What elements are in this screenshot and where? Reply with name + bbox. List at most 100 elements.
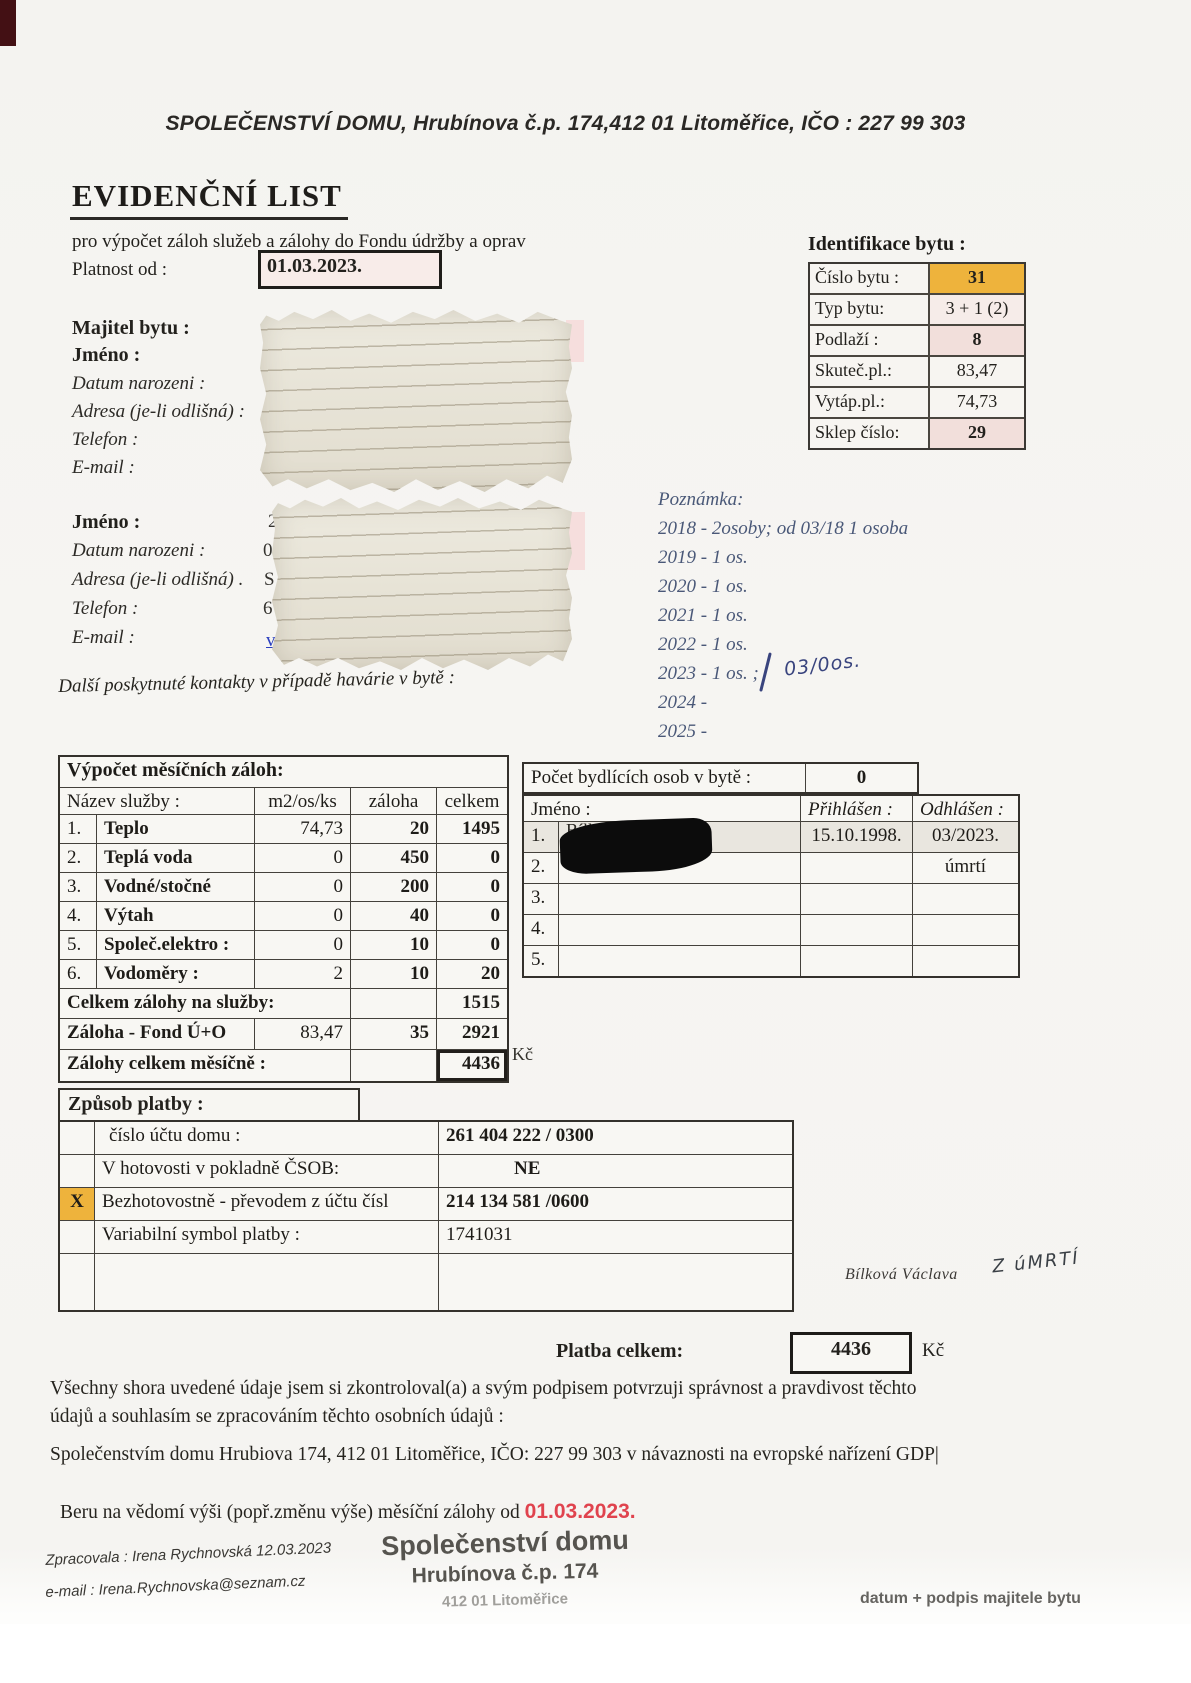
handwritten-note-2023: 03/0os. bbox=[782, 649, 863, 681]
owner2-birth-label: Datum narozeni : bbox=[72, 540, 206, 561]
monthly-total-row: Zálohy celkem měsíčně : 4436 bbox=[60, 1049, 507, 1081]
empty-cell bbox=[350, 1050, 436, 1081]
acknowledgement-line: Beru na vědomí výši (popř.změnu výše) mě… bbox=[60, 1500, 636, 1524]
service-advance: 200 bbox=[350, 873, 436, 901]
col-header-m2: m2/os/ks bbox=[254, 788, 350, 814]
owner2-address-partial: S bbox=[264, 569, 275, 590]
handwritten-pen-stroke bbox=[759, 652, 772, 692]
table-row: 4. bbox=[524, 914, 1018, 945]
stamp-line-3: 412 01 Litoměřice bbox=[441, 1590, 569, 1611]
ident-value-cellar-number: 29 bbox=[928, 419, 1024, 448]
table-row: číslo účtu domu : 261 404 222 / 0300 bbox=[60, 1122, 792, 1154]
table-row: Typ bytu: 3 + 1 (2) bbox=[810, 293, 1024, 324]
row-number: 4. bbox=[67, 905, 82, 926]
preparer-email-line: e-mail : Irena.Rychnovska@seznam.cz bbox=[45, 1572, 306, 1601]
empty-cell bbox=[438, 1254, 792, 1310]
table-row: 2. Teplá voda 0 450 0 bbox=[60, 843, 507, 872]
col-header-advance: záloha bbox=[350, 788, 436, 814]
payment-method-table: číslo účtu domu : 261 404 222 / 0300 V h… bbox=[58, 1120, 794, 1312]
registered-date: 15.10.1998. bbox=[800, 822, 912, 852]
ident-value-apartment-number: 31 bbox=[928, 264, 1024, 293]
note-line: 2019 - 1 os. bbox=[658, 547, 748, 568]
service-m2: 0 bbox=[254, 844, 350, 872]
row-number: 3. bbox=[531, 887, 546, 908]
row-number: 1. bbox=[67, 818, 82, 839]
deregistered-date bbox=[912, 884, 1018, 914]
calc-table-title: Výpočet měsíčních záloh: bbox=[67, 759, 284, 781]
person-name-cell bbox=[558, 946, 800, 976]
note-line: 2018 - 2osoby; od 03/18 1 osoba bbox=[658, 518, 909, 539]
row-number: 4. bbox=[531, 918, 546, 939]
row-number: 6. bbox=[67, 963, 82, 984]
service-m2: 2 bbox=[254, 960, 350, 988]
service-m2: 0 bbox=[254, 873, 350, 901]
deregistered-date bbox=[912, 915, 1018, 945]
row-number: 5. bbox=[531, 949, 546, 970]
selected-mark-cell: X bbox=[60, 1188, 94, 1220]
service-m2: 0 bbox=[254, 931, 350, 959]
payment-value: NE bbox=[438, 1155, 792, 1187]
owner2-email-partial: v bbox=[266, 630, 276, 651]
ident-label: Číslo bytu : bbox=[815, 267, 900, 287]
service-advance: 450 bbox=[350, 844, 436, 872]
table-row: V hotovosti v pokladně ČSOB: NE bbox=[60, 1154, 792, 1187]
service-name: Vodoměry : bbox=[96, 960, 254, 988]
row-number: 2. bbox=[531, 856, 546, 877]
note-line: 2024 - bbox=[658, 692, 708, 713]
table-row: Sklep číslo: 29 bbox=[810, 417, 1024, 448]
emergency-contacts-line: Další poskytnuté kontakty v případě havá… bbox=[58, 666, 456, 697]
ident-label: Skuteč.pl.: bbox=[815, 360, 892, 380]
payment-label: V hotovosti v pokladně ČSOB: bbox=[94, 1155, 438, 1187]
service-total: 0 bbox=[436, 873, 507, 901]
table-row: Podlaží : 8 bbox=[810, 324, 1024, 355]
service-total: 0 bbox=[436, 844, 507, 872]
ident-label: Vytáp.pl.: bbox=[815, 391, 885, 411]
payment-value: 1741031 bbox=[438, 1221, 792, 1253]
owner2-name-partial: 2 bbox=[268, 511, 278, 532]
owner2-name-label: Jméno : bbox=[72, 511, 141, 533]
service-m2: 0 bbox=[254, 902, 350, 930]
persons-count-value: 0 bbox=[805, 764, 917, 792]
owner-name-label: Jméno : bbox=[72, 344, 141, 366]
owner2-birth-partial: 0 bbox=[263, 540, 273, 561]
owner-section-label: Majitel bytu : bbox=[72, 317, 190, 339]
ident-value-floor: 8 bbox=[928, 326, 1024, 355]
payment-label: Variabilní symbol platby : bbox=[94, 1221, 438, 1253]
table-row: 6. Vodoměry : 2 10 20 bbox=[60, 959, 507, 988]
table-title-row: Výpočet měsíčních záloh: bbox=[60, 757, 507, 787]
person-name-cell bbox=[558, 884, 800, 914]
mark-cell bbox=[60, 1122, 94, 1154]
service-total: 0 bbox=[436, 931, 507, 959]
prepared-by-line: Zpracovala : Irena Rychnovská 12.03.2023 bbox=[45, 1539, 332, 1569]
validity-date-box: 01.03.2023. bbox=[258, 250, 442, 289]
person-name-cell bbox=[558, 915, 800, 945]
validity-date-value: 01.03.2023. bbox=[267, 255, 362, 277]
note-line: 2021 - 1 os. bbox=[658, 605, 748, 626]
service-name: Společ.elektro : bbox=[96, 931, 254, 959]
validity-label: Platnost od : bbox=[72, 259, 168, 280]
declaration-line: údajů a souhlasím se zpracováním těchto … bbox=[50, 1406, 504, 1427]
table-row: 5. Společ.elektro : 0 10 0 bbox=[60, 930, 507, 959]
services-total-value: 1515 bbox=[436, 989, 507, 1018]
acknowledgement-date-stamp: 01.03.2023. bbox=[524, 1500, 636, 1523]
table-header-row: Název služby : m2/os/ks záloha celkem bbox=[60, 787, 507, 814]
registered-date bbox=[800, 884, 912, 914]
owner2-phone-label: Telefon : bbox=[72, 598, 139, 619]
row-number: 1. bbox=[524, 822, 558, 852]
registered-date bbox=[800, 853, 912, 883]
service-total: 1495 bbox=[436, 815, 507, 843]
owner2-email-label: E-mail : bbox=[72, 627, 135, 648]
currency-label: Kč bbox=[922, 1340, 945, 1361]
handwritten-death-note: Z úMRTÍ bbox=[991, 1247, 1081, 1278]
organization-header: SPOLEČENSTVÍ DOMU, Hrubínova č.p. 174,41… bbox=[165, 112, 966, 135]
service-advance: 10 bbox=[350, 931, 436, 959]
torn-paper-redaction-1 bbox=[260, 310, 572, 492]
payment-label: číslo účtu domu : bbox=[94, 1122, 438, 1154]
deregistered-date bbox=[912, 946, 1018, 976]
table-header-row: Jméno : Přihlášen : Odhlášen : bbox=[524, 796, 1018, 821]
row-number: 3. bbox=[67, 876, 82, 897]
owner-phone-label: Telefon : bbox=[72, 429, 139, 450]
service-advance: 20 bbox=[350, 815, 436, 843]
note-title: Poznámka: bbox=[658, 489, 744, 510]
